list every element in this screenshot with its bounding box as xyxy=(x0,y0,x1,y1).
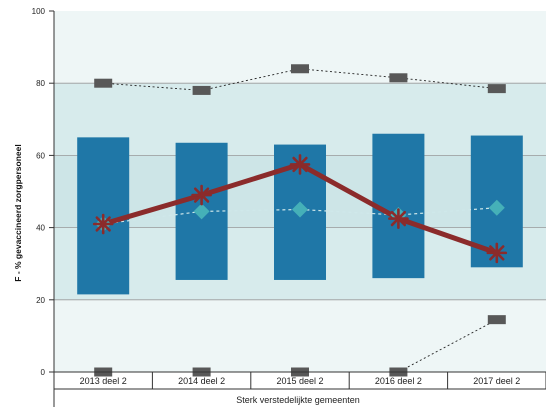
series-line-2 xyxy=(103,207,497,225)
series-0-point-0 xyxy=(94,78,113,88)
x-tick-label-2: 2015 deel 2 xyxy=(276,376,323,386)
series-1-point-4 xyxy=(487,315,506,325)
group-label: Sterk verstedelijkte gemeenten xyxy=(236,395,360,405)
y-tick-label-0: 0 xyxy=(41,368,46,377)
x-tick-label-4: 2017 deel 2 xyxy=(473,376,520,386)
series-3-point-2-stroke-3 xyxy=(292,156,308,173)
axes xyxy=(49,10,546,407)
series-3-point-1 xyxy=(191,184,212,206)
y-tick-label-60: 60 xyxy=(36,151,45,160)
x-tick-label-3: 2016 deel 2 xyxy=(375,376,422,386)
x-tick-label-0: 2013 deel 2 xyxy=(80,376,127,386)
x-tick-label-1: 2014 deel 2 xyxy=(178,376,225,386)
axis-labels: F - % gevaccineerd zorgpersoneel Sterk v… xyxy=(13,7,520,405)
y-axis-title: F - % gevaccineerd zorgpersoneel xyxy=(13,144,23,281)
series-3-point-0-stroke-3 xyxy=(95,216,111,232)
series-0-point-3 xyxy=(389,73,408,83)
series-2-point-4 xyxy=(488,199,505,216)
series-3-point-3 xyxy=(388,208,409,229)
series-3-point-4-stroke-3 xyxy=(489,245,505,261)
y-tick-label-80: 80 xyxy=(36,79,45,88)
series-3-point-2 xyxy=(289,154,311,175)
series-2-point-2 xyxy=(292,201,308,218)
y-tick-label-100: 100 xyxy=(32,7,46,16)
series-3-point-3-stroke-3 xyxy=(390,210,407,227)
series-0-point-1 xyxy=(192,85,211,95)
series-3-point-4 xyxy=(486,242,508,264)
range-bar-3 xyxy=(372,133,425,279)
y-tick-label-40: 40 xyxy=(36,224,45,233)
series-0-point-2 xyxy=(291,64,309,74)
series-3-point-0 xyxy=(92,213,114,235)
series-2-point-1 xyxy=(193,203,210,220)
series-3-point-1-stroke-3 xyxy=(193,187,210,203)
y-tick-label-20: 20 xyxy=(36,296,45,305)
band-2 xyxy=(54,83,546,156)
series-0-point-4 xyxy=(487,84,506,94)
